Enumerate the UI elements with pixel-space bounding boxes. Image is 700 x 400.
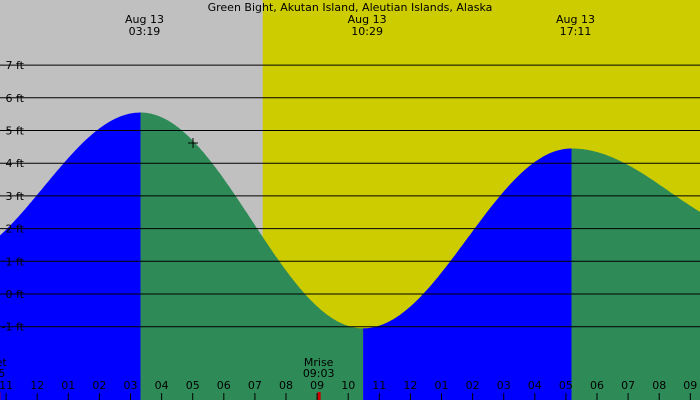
y-tick-label: 5 ft — [6, 125, 25, 138]
y-tick-label: 4 ft — [6, 157, 25, 170]
x-tick-label: 11 — [372, 379, 386, 392]
x-tick-label: 05 — [559, 379, 573, 392]
rising-tide-area — [363, 148, 572, 400]
event-time-label: 09:03 — [303, 367, 335, 380]
x-tick-label: 03 — [497, 379, 511, 392]
x-tick-label: 01 — [61, 379, 75, 392]
x-tick-label: 10 — [341, 379, 355, 392]
x-tick-label: 04 — [528, 379, 542, 392]
x-tick-label: 05 — [186, 379, 200, 392]
event-time-label: 45 — [0, 367, 5, 380]
y-tick-label: 3 ft — [6, 190, 25, 203]
x-tick-label: 09 — [310, 379, 324, 392]
tide-areas — [0, 112, 700, 400]
x-tick-label: 09 — [683, 379, 697, 392]
y-axis-labels: -1 ft 0 ft 1 ft 2 ft 3 ft 4 ft 5 ft 6 ft 7 ft — [2, 59, 25, 334]
x-tick-label: 02 — [92, 379, 106, 392]
x-tick-label: 06 — [217, 379, 231, 392]
x-tick-label: 08 — [652, 379, 666, 392]
x-tick-label: 07 — [248, 379, 262, 392]
x-tick-label: 11 — [0, 379, 13, 392]
x-tick-label: 08 — [279, 379, 293, 392]
falling-tide-area — [140, 112, 364, 400]
event-label: Mrise — [304, 356, 334, 369]
event-label: set — [0, 356, 7, 369]
extreme-time-label: 03:19 — [129, 25, 161, 38]
x-tick-label: 07 — [621, 379, 635, 392]
falling-tide-area — [571, 148, 700, 400]
x-tick-label: 02 — [466, 379, 480, 392]
extreme-date-label: Aug 13 — [556, 13, 595, 26]
x-tick-label: 01 — [435, 379, 449, 392]
extreme-date-label: Aug 13 — [125, 13, 164, 26]
chart-title: Green Bight, Akutan Island, Aleutian Isl… — [208, 1, 493, 14]
x-tick-label: 12 — [30, 379, 44, 392]
extreme-time-label: 17:11 — [560, 25, 592, 38]
x-tick-label: 06 — [590, 379, 604, 392]
rising-tide-area — [0, 112, 141, 400]
gridlines — [0, 64, 700, 328]
y-tick-label: 2 ft — [6, 223, 25, 236]
y-tick-label: 6 ft — [6, 92, 25, 105]
x-axis-hour-labels: 11 12 01 02 03 04 05 06 07 08 09 10 11 12 01 02 03 04 05 06… — [0, 379, 697, 400]
cursor-crosshair-icon — [188, 138, 198, 148]
moon-event-marker — [317, 392, 321, 400]
y-tick-label: 0 ft — [6, 288, 25, 301]
y-tick-label: 7 ft — [6, 59, 25, 72]
x-tick-label: 04 — [155, 379, 169, 392]
x-tick-label: 03 — [124, 379, 138, 392]
extreme-date-label: Aug 13 — [348, 13, 387, 26]
x-tick-label: 12 — [403, 379, 417, 392]
extreme-time-label: 10:29 — [351, 25, 383, 38]
y-tick-label: -1 ft — [2, 321, 25, 334]
y-tick-label: 1 ft — [6, 255, 25, 268]
